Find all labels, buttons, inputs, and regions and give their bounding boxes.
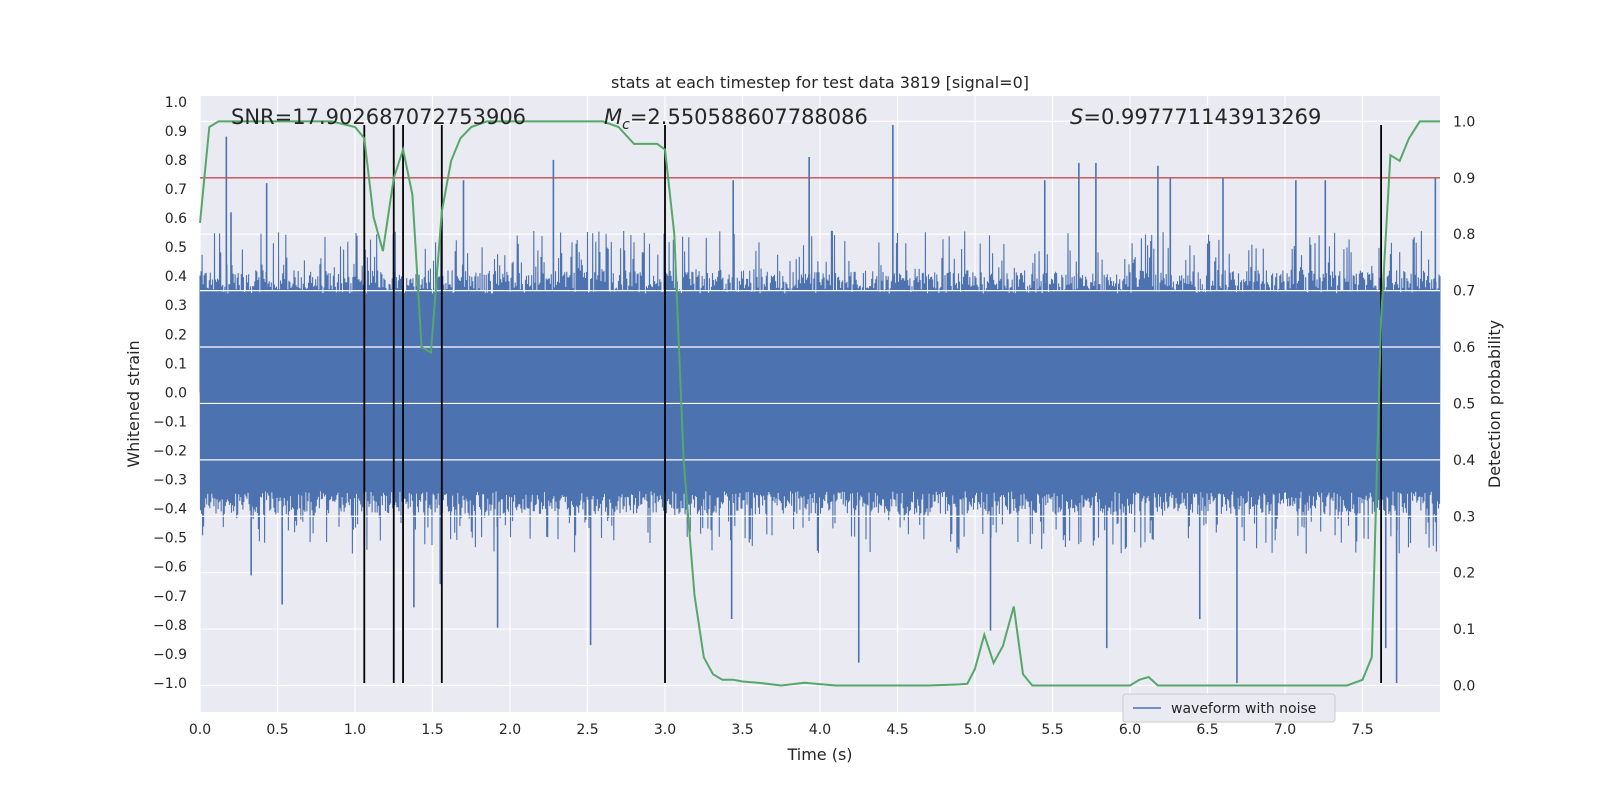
y-tick-label: 0.8	[165, 153, 187, 169]
y-tick-label: 0.2	[165, 327, 187, 343]
legend: waveform with noise	[1122, 693, 1336, 723]
y-tick-label: −1.0	[153, 676, 187, 692]
x-tick-label: 7.5	[1351, 722, 1373, 738]
y-tick-label: −0.2	[153, 443, 187, 459]
legend-box	[1122, 693, 1336, 723]
tick-labels: 0.0 0.5 1.0 1.5 2.0 2.5 3.0 3.5 4.0 4.5 5.0 5.5 6.0 6…	[153, 95, 1475, 738]
y-tick-label: 0.5	[165, 240, 187, 256]
s-annotation: S=0.997771143913269	[1070, 105, 1321, 129]
chirp-mass-subscript: c	[622, 117, 630, 133]
chirp-mass-annotation: Mc=2.550588607788086	[604, 105, 868, 133]
y2-tick-label: 0.3	[1453, 509, 1475, 525]
x-tick-label: 1.5	[421, 722, 443, 738]
x-tick-label: 5.0	[964, 722, 986, 738]
y2-tick-label: 0.8	[1453, 227, 1475, 243]
x-tick-label: 3.5	[731, 722, 753, 738]
s-value: =0.997771143913269	[1083, 105, 1321, 129]
y-tick-label: 0.4	[165, 269, 187, 285]
x-tick-label: 5.5	[1041, 722, 1063, 738]
snr-annotation: SNR=17.902687072753906	[231, 105, 526, 129]
y2-tick-label: 0.9	[1453, 171, 1475, 187]
y-tick-label: 0.9	[165, 124, 187, 140]
y-tick-label: −0.9	[153, 647, 187, 663]
y-tick-label: 0.7	[165, 182, 187, 198]
y-tick-label: −0.7	[153, 589, 187, 605]
x-tick-label: 2.5	[576, 722, 598, 738]
y2-tick-label: 0.7	[1453, 284, 1475, 300]
y-tick-label: −0.5	[153, 531, 187, 547]
probability-line	[199, 120, 1440, 687]
waveform-core	[200, 293, 1440, 492]
waveform-series	[199, 125, 1441, 683]
y-axis-label: Whitened strain	[124, 340, 143, 467]
x-tick-label: 3.0	[654, 722, 676, 738]
y-tick-label: 0.0	[165, 385, 187, 401]
y-tick-label: −0.6	[153, 560, 187, 576]
y-tick-label: 0.1	[165, 356, 187, 372]
x-tick-label: 0.5	[266, 722, 288, 738]
x-tick-label: 4.5	[886, 722, 908, 738]
y2-tick-label: 0.0	[1453, 678, 1475, 694]
y2-tick-label: 0.4	[1453, 453, 1475, 469]
chirp-mass-value: =2.550588607788086	[630, 105, 868, 129]
x-tick-label: 2.0	[499, 722, 521, 738]
x-tick-label: 4.0	[809, 722, 831, 738]
x-tick-label: 0.0	[189, 722, 211, 738]
probability-series	[199, 120, 1440, 687]
x-tick-label: 6.5	[1196, 722, 1218, 738]
y2-tick-label: 0.5	[1453, 396, 1475, 412]
y-tick-label: −0.1	[153, 414, 187, 430]
y2-tick-label: 0.6	[1453, 340, 1475, 356]
legend-label: waveform with noise	[1171, 701, 1316, 717]
chart-title: stats at each timestep for test data 381…	[611, 73, 1029, 92]
x-tick-label: 7.0	[1274, 722, 1296, 738]
y-tick-label: 0.6	[165, 211, 187, 227]
y-tick-label: −0.4	[153, 502, 187, 518]
y2-tick-label: 0.2	[1453, 566, 1475, 582]
s-symbol: S	[1070, 105, 1083, 129]
chirp-mass-symbol: M	[604, 105, 622, 129]
y-tick-label: −0.8	[153, 618, 187, 634]
y-tick-label: 0.3	[165, 298, 187, 314]
y2-axis-label: Detection probability	[1485, 320, 1504, 488]
x-axis-label: Time (s)	[786, 745, 852, 764]
trigger-lines	[363, 125, 1382, 683]
y2-tick-label: 1.0	[1453, 114, 1475, 130]
x-tick-label: 6.0	[1119, 722, 1141, 738]
y-tick-label: −0.3	[153, 473, 187, 489]
y-tick-label: 1.0	[165, 95, 187, 111]
y2-tick-label: 0.1	[1453, 622, 1475, 638]
x-tick-label: 1.0	[344, 722, 366, 738]
